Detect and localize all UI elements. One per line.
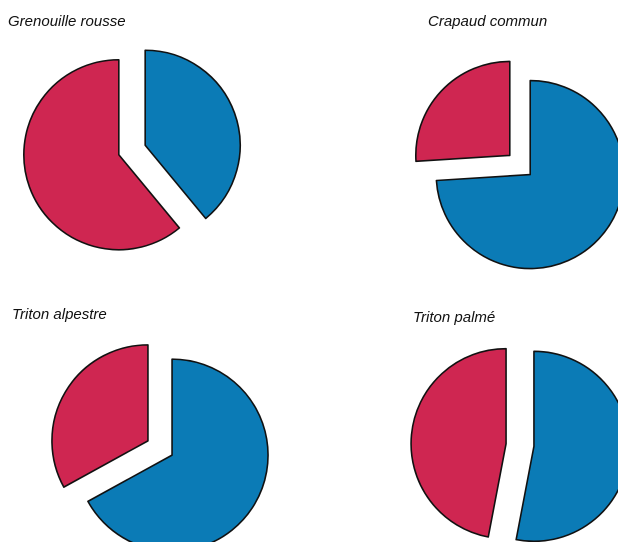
pie-slice	[515, 350, 618, 542]
pie-slice	[87, 358, 269, 542]
pie-slice	[144, 49, 241, 220]
pie-slice	[415, 60, 511, 163]
chart-title: Grenouille rousse	[8, 13, 126, 30]
chart-title: Triton alpestre	[12, 306, 107, 323]
pie-slice	[435, 79, 618, 270]
pie-slice	[51, 344, 149, 488]
chart-title: Triton palmé	[413, 309, 495, 326]
pie-slice	[410, 347, 507, 538]
chart-title: Crapaud commun	[428, 13, 547, 30]
pie-slice	[23, 58, 181, 251]
